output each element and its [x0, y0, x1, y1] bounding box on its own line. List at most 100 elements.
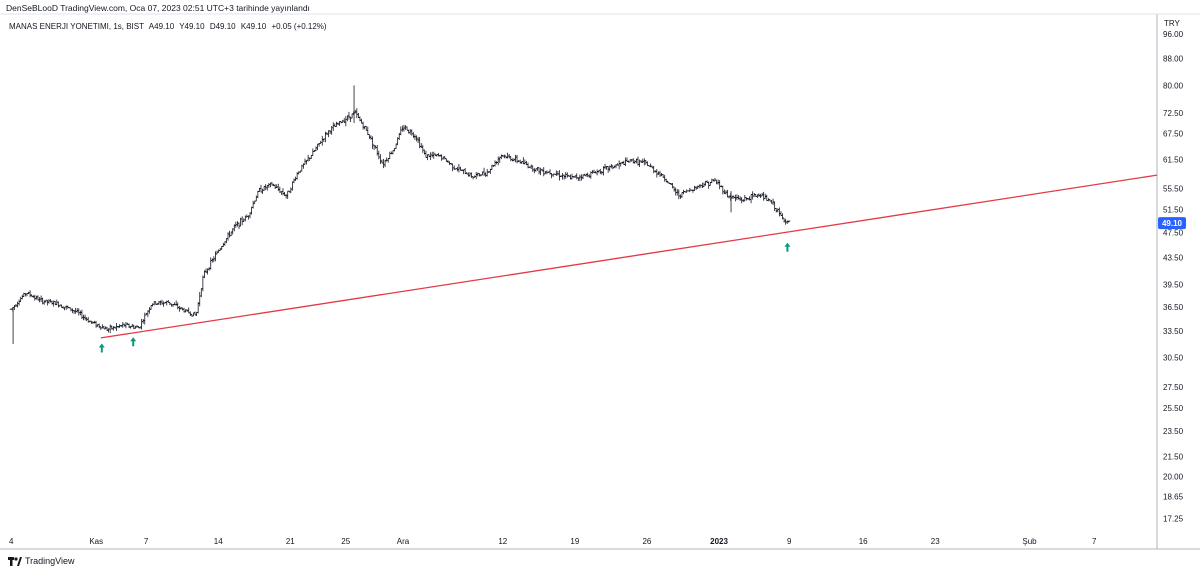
price-bar: [250, 206, 254, 215]
price-bar: [97, 323, 101, 329]
price-bar: [556, 170, 560, 176]
ohlc-low: D49.10: [209, 22, 236, 31]
up-arrow-icon[interactable]: [784, 242, 791, 252]
price-bar: [374, 145, 378, 149]
published-info: DenSeBLooD TradingView.com, Oca 07, 2023…: [6, 3, 310, 13]
price-bar: [331, 122, 335, 131]
price-bar: [372, 144, 376, 150]
price-bar: [204, 268, 208, 274]
ohlc-close: K49.10: [240, 22, 267, 31]
price-bar: [38, 297, 42, 303]
price-bar: [562, 174, 566, 180]
price-bar: [785, 220, 789, 224]
price-bar: [314, 146, 318, 152]
price-bar: [649, 163, 653, 168]
price-bar: [334, 121, 338, 127]
price-bar: [158, 300, 162, 306]
price-bar: [539, 167, 543, 176]
price-bar: [748, 196, 752, 201]
price-bar: [162, 301, 166, 307]
price-bar: [782, 217, 786, 223]
x-tick-label: 21: [286, 537, 295, 546]
price-bar: [327, 130, 331, 138]
price-bar: [693, 185, 697, 191]
price-bar: [575, 173, 579, 180]
price-bar: [499, 154, 503, 160]
price-bar: [382, 158, 386, 169]
y-tick-label: 21.50: [1163, 452, 1184, 461]
price-bar: [355, 108, 359, 119]
price-bar: [564, 172, 568, 179]
price-bar: [598, 168, 602, 175]
price-bar: [405, 126, 409, 131]
price-bar: [776, 208, 780, 213]
price-bar: [507, 153, 511, 159]
price-bar: [751, 191, 755, 200]
price-bar: [451, 163, 455, 172]
price-bar: [199, 288, 203, 298]
price-bar: [446, 159, 450, 163]
price-bar: [17, 299, 21, 306]
x-tick-label: 19: [570, 537, 579, 546]
price-bar: [484, 172, 488, 177]
price-bar: [191, 312, 195, 317]
price-bar: [111, 326, 115, 331]
price-bar: [700, 182, 704, 189]
price-bar: [617, 160, 621, 170]
price-bar: [320, 135, 324, 146]
price-bar: [674, 187, 678, 196]
x-tick-label: 9: [787, 537, 792, 546]
y-tick-label: 96.00: [1163, 30, 1184, 39]
price-bar: [749, 194, 753, 204]
price-bar: [652, 165, 656, 174]
price-bar: [440, 154, 444, 161]
price-bar: [426, 154, 430, 161]
price-bar: [259, 184, 263, 193]
price-bar: [677, 189, 681, 200]
price-bar: [42, 300, 46, 305]
y-tick-label: 88.00: [1163, 54, 1184, 63]
price-bar: [642, 158, 646, 166]
last-price-label: 49.10: [1162, 219, 1183, 228]
price-bar: [281, 188, 285, 196]
price-bar: [561, 173, 565, 180]
price-bar: [385, 157, 389, 162]
tradingview-logo-icon: [8, 556, 22, 566]
price-bar: [671, 182, 675, 189]
support-trendline[interactable]: [100, 174, 1158, 339]
price-bar: [188, 311, 192, 316]
price-bar: [130, 323, 134, 328]
price-bar: [408, 129, 412, 135]
price-bar: [251, 200, 255, 209]
price-bar: [411, 132, 415, 138]
up-arrow-icon[interactable]: [130, 337, 137, 347]
price-bar: [404, 125, 408, 130]
tradingview-brand[interactable]: TradingView: [8, 556, 75, 566]
price-bar: [655, 168, 659, 178]
price-bar: [713, 177, 717, 182]
y-tick-label: 36.50: [1163, 303, 1184, 312]
y-tick-label: 20.00: [1163, 473, 1184, 482]
y-tick-label: 30.50: [1163, 354, 1184, 363]
y-tick-label: 18.65: [1163, 492, 1184, 501]
price-bar: [523, 159, 527, 165]
price-bar: [209, 257, 213, 270]
price-bar: [149, 305, 153, 310]
price-bar: [504, 155, 508, 159]
price-bar: [623, 157, 627, 166]
y-tick-label: 80.00: [1163, 81, 1184, 90]
price-bar: [217, 249, 221, 253]
price-bar: [184, 309, 188, 313]
price-bar: [744, 197, 748, 201]
price-bar: [290, 181, 294, 191]
price-bar: [537, 167, 541, 175]
price-bar: [447, 161, 451, 166]
price-bar: [371, 136, 375, 150]
price-bar: [531, 165, 535, 172]
price-bar: [267, 183, 271, 188]
y-tick-label: 43.50: [1163, 253, 1184, 262]
y-tick-label: 39.50: [1163, 281, 1184, 290]
price-bar: [554, 170, 558, 176]
up-arrow-icon[interactable]: [98, 343, 105, 353]
